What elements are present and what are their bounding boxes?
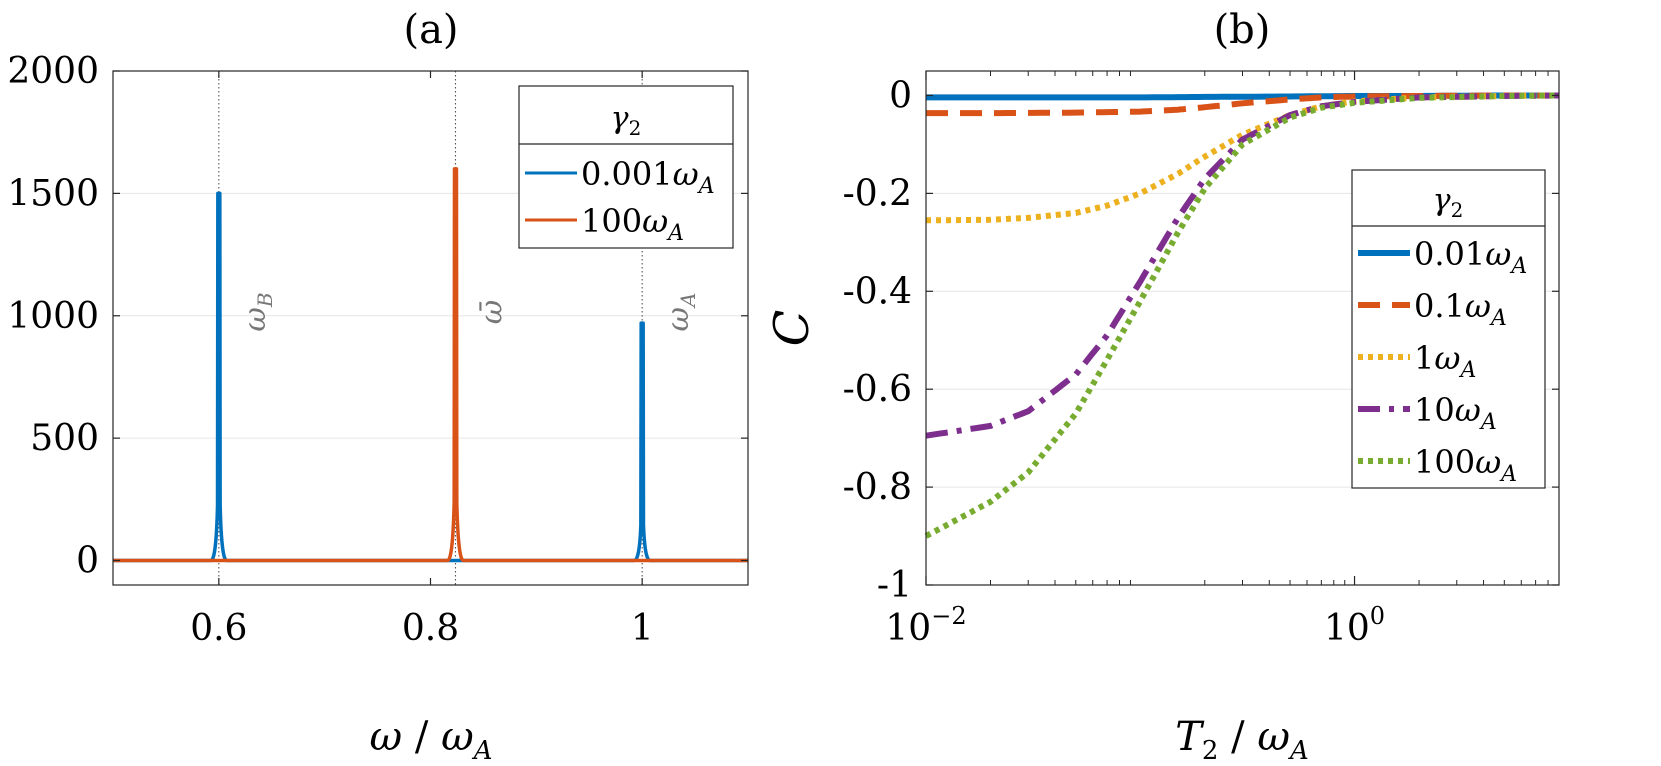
series-line-100ω_A <box>113 167 748 563</box>
reference-symbol: ω̄ <box>474 300 509 324</box>
legend-entry-3: 10ωA <box>1414 391 1497 435</box>
legend-subscript: A <box>1479 410 1497 435</box>
legend-coef: 0.01 <box>1414 235 1485 273</box>
x-tick-exponent: 0 <box>1370 602 1385 630</box>
reference-line-label: ω̄ <box>474 300 509 324</box>
panel-b-title: (b) <box>1214 7 1271 53</box>
reference-line-label: ωA <box>661 293 700 332</box>
panel-a-title: (a) <box>403 7 458 53</box>
y-tick-label: 500 <box>30 418 99 459</box>
y-tick-label: 1500 <box>7 173 99 214</box>
y-tick-label: 0 <box>889 75 912 116</box>
legend-symbol: ω <box>1434 339 1460 377</box>
x-label-omega: ω <box>370 714 403 760</box>
legend-coef: 1 <box>1414 339 1434 377</box>
legend-symbol: ω <box>1485 235 1511 273</box>
reference-symbol: ω <box>661 307 696 331</box>
series-line-10ω_A <box>925 92 1559 439</box>
reference-subscript: B <box>253 292 277 308</box>
legend-symbol: ω <box>1455 391 1481 429</box>
legend-entry-4: 100ωA <box>1414 443 1517 487</box>
x-tick-exponent: −2 <box>931 602 966 630</box>
x-label-separator: / <box>402 714 441 760</box>
series-line-1ω_A <box>926 92 1559 224</box>
legend-coef: 0.1 <box>1414 287 1465 325</box>
panel-a-x-axis-label: ω / ωA <box>370 714 493 766</box>
panel-a-series <box>113 167 748 563</box>
y-tick-label: 0 <box>76 541 99 582</box>
x-tick-base: 10 <box>1324 608 1370 649</box>
x-label-sub: A <box>472 736 493 766</box>
legend-entry-2: 1ωA <box>1414 339 1476 383</box>
x-tick-label: 0.6 <box>190 608 247 649</box>
legend-symbol: ω <box>1465 287 1491 325</box>
reference-line-label: ωB <box>238 292 277 331</box>
legend-entry-0: 0.001ωA <box>581 155 715 199</box>
legend-entry-1: 0.1ωA <box>1414 287 1507 331</box>
panel-b: (b) 0-0.2-0.4-0.6-0.8-110−2 100 C T2 / ωA… <box>764 7 1560 766</box>
y-tick-label: -0.4 <box>843 271 912 312</box>
y-tick-label: -0.6 <box>843 369 912 410</box>
panel-b-series <box>924 92 1559 539</box>
legend-title: γ2 <box>1433 183 1464 222</box>
y-tick-label: -0.8 <box>843 467 912 508</box>
legend-subscript: A <box>1458 358 1476 383</box>
panel-a-ticks: 0 500 1000 1500 2000 0.6 0.8 1 <box>7 51 748 649</box>
x-tick-label: 10−2 <box>885 602 966 649</box>
legend-coef: 100 <box>1414 443 1475 481</box>
legend-subscript: A <box>1489 306 1507 331</box>
x-tick-label: 100 <box>1324 602 1385 649</box>
y-tick-label: -0.2 <box>843 173 912 214</box>
legend-entry-1: 100ωA <box>581 202 684 246</box>
x-tick-label: 0.8 <box>402 608 459 649</box>
y-tick-label: -1 <box>877 565 912 606</box>
legend-box <box>1351 169 1546 489</box>
panel-b-x-axis-label: T2 / ωA <box>1175 714 1309 766</box>
reference-symbol: ω <box>238 307 273 331</box>
panel-b-ticks: 0-0.2-0.4-0.6-0.8-110−2 100 <box>843 71 1560 649</box>
reference-subscript: A <box>676 293 700 309</box>
legend-coef: 10 <box>1414 391 1455 429</box>
x-label-omega-den: ω <box>441 714 474 760</box>
legend-symbol: ω <box>1475 443 1501 481</box>
legend-subscript: A <box>1509 254 1527 279</box>
y-tick-label: 2000 <box>7 51 99 92</box>
x-tick-label: 1 <box>631 608 654 649</box>
y-tick-label: 1000 <box>7 296 99 337</box>
panel-a-legend: γ2 0.001ωA 100ωA <box>518 85 734 249</box>
x-tick-base: 10 <box>885 608 931 649</box>
legend-title: γ2 <box>611 101 642 140</box>
panel-b-y-axis-label: C <box>764 310 820 347</box>
legend-subscript: A <box>1499 462 1517 487</box>
legend-entry-0: 0.01ωA <box>1414 235 1527 279</box>
